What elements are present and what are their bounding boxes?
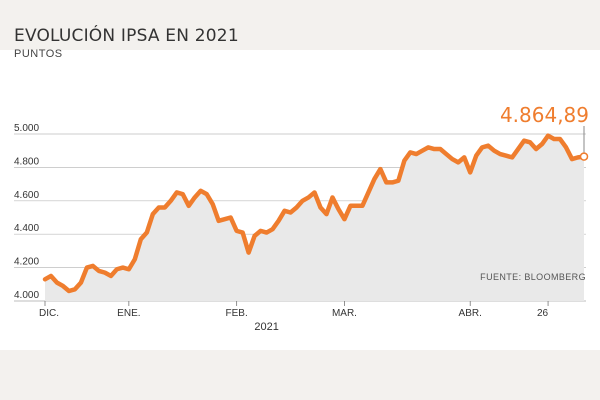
last-value-label: 4.864,89	[500, 103, 589, 127]
y-tick-label: 4.000	[14, 290, 39, 301]
last-value-marker	[579, 152, 589, 161]
source-note: FUENTE: BLOOMBERG	[480, 272, 586, 282]
x-tick-label: 26	[537, 308, 549, 319]
y-tick-label: 4.800	[14, 156, 39, 167]
y-axis-ticks: 4.000 4.200 4.400 4.600 4.800 5.000	[14, 123, 39, 301]
y-tick-label: 4.600	[14, 190, 39, 201]
x-tick-label: DIC.	[39, 308, 59, 319]
x-tick-label: ENE.	[117, 308, 140, 319]
year-label: 2021	[254, 321, 278, 333]
x-axis-ticks: DIC. ENE. FEB. MAR. ABR. 26	[39, 301, 549, 319]
x-tick-label: FEB.	[226, 308, 248, 319]
y-tick-label: 4.400	[14, 223, 39, 234]
area-fill	[45, 135, 584, 301]
x-tick-label: MAR.	[332, 308, 357, 319]
series-line	[42, 133, 587, 294]
y-tick-label: 5.000	[14, 123, 39, 134]
x-tick-label: ABR.	[459, 308, 482, 319]
chart-title: EVOLUCIÓN IPSA EN 2021	[14, 26, 239, 46]
y-tick-label: 4.200	[14, 257, 39, 268]
chart-subtitle: PUNTOS	[14, 48, 63, 60]
